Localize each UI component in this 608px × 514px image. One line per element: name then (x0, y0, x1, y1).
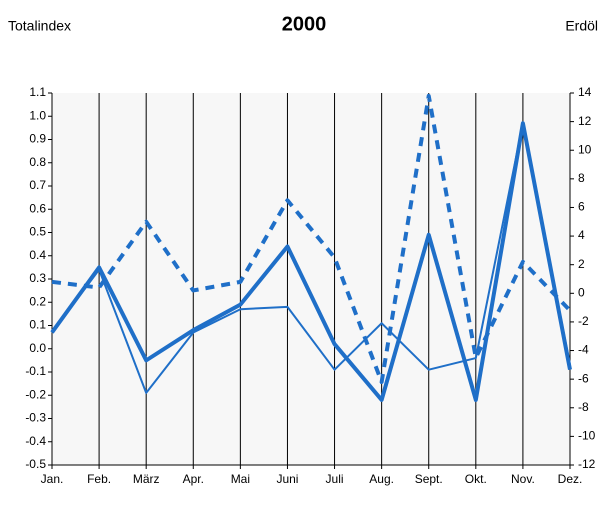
y2-tick-label: -12 (578, 457, 596, 471)
series-line (51, 93, 572, 385)
y2-tick-label: 8 (578, 171, 585, 185)
x-tick-label: Mai (231, 472, 250, 486)
y2-tick-label: 6 (578, 200, 585, 214)
y-tick-label: 0.0 (29, 341, 46, 355)
y-tick-label: 0.2 (29, 294, 46, 308)
y2-tick-label: 0 (578, 285, 585, 299)
y-tick-label: 0.4 (29, 248, 46, 262)
x-tick-label: Juli (326, 472, 344, 486)
y-tick-label: 0.3 (29, 271, 46, 285)
y2-tick-label: 12 (578, 114, 592, 128)
y-tick-label: -0.5 (25, 457, 46, 471)
y-tick-label: 1.0 (29, 108, 46, 122)
x-tick-label: Nov. (511, 472, 535, 486)
series-line (50, 121, 572, 402)
y2-tick-label: -6 (578, 371, 589, 385)
x-tick-label: Dez. (558, 472, 583, 486)
y2-tick-label: -10 (578, 429, 596, 443)
y-tick-label: -0.2 (25, 387, 46, 401)
x-tick-label: Jan. (41, 472, 64, 486)
y2-tick-label: 10 (578, 142, 592, 156)
x-tick-label: Aug. (369, 472, 394, 486)
y2-tick-label: 2 (578, 257, 585, 271)
y-tick-label: -0.1 (25, 364, 46, 378)
y2-axis-title: Erdöl (565, 18, 598, 34)
x-tick-label: Juni (276, 472, 298, 486)
series-line (51, 122, 571, 394)
y-tick-label: 0.5 (29, 225, 46, 239)
y2-tick-label: 14 (578, 85, 592, 99)
y-tick-label: 0.8 (29, 155, 46, 169)
y2-tick-label: 4 (578, 228, 585, 242)
x-tick-label: März (133, 472, 160, 486)
y-tick-label: 0.9 (29, 132, 46, 146)
x-tick-label: Okt. (465, 472, 487, 486)
y-tick-label: -0.4 (25, 434, 46, 448)
chart-title: 2000 (282, 13, 327, 35)
y2-tick-label: -4 (578, 343, 589, 357)
x-tick-label: Feb. (87, 472, 111, 486)
x-tick-label: Apr. (183, 472, 204, 486)
x-tick-label: Sept. (415, 472, 443, 486)
y-tick-label: -0.3 (25, 411, 46, 425)
plot-area (52, 93, 570, 465)
y-tick-label: 0.6 (29, 201, 46, 215)
y-tick-label: 0.7 (29, 178, 46, 192)
y2-tick-label: -2 (578, 314, 589, 328)
y-tick-label: 0.1 (29, 318, 46, 332)
y-axis-title: Totalindex (8, 18, 71, 34)
y-tick-label: 1.1 (29, 85, 46, 99)
y2-tick-label: -8 (578, 400, 589, 414)
